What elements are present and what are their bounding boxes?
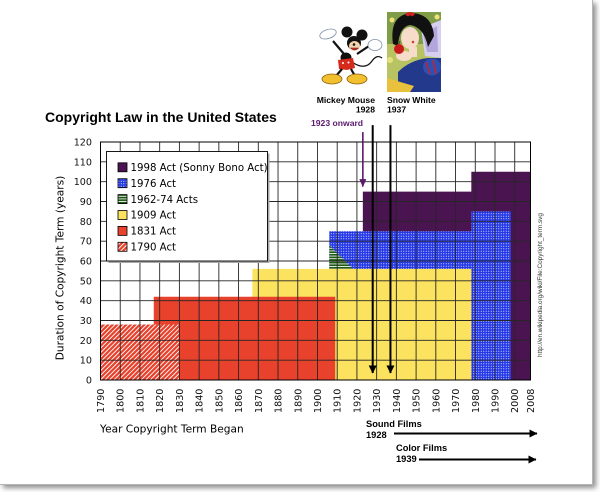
y-axis-ticks: 0 10 20 30 40 50 60 70 80 90 100 110 120 bbox=[74, 138, 92, 387]
x-axis-ticks: 1790 1800 1810 1820 1830 1840 1850 1860 1870 1880… bbox=[96, 389, 537, 413]
chart-title: Copyright Law in the United States bbox=[45, 109, 277, 125]
legend-label: 1790 Act bbox=[131, 243, 177, 254]
annotation-arrows bbox=[359, 125, 395, 374]
grid-lines bbox=[100, 141, 531, 381]
mickey-mouse-image bbox=[319, 26, 383, 85]
color-films-label: Color Films bbox=[396, 443, 447, 453]
legend-swatch bbox=[117, 241, 128, 252]
color-films-annotation: Color Films 1939 bbox=[396, 443, 537, 464]
legend-label: 1998 Act (Sonny Bono Act) bbox=[131, 163, 268, 174]
legend-swatch bbox=[117, 178, 128, 189]
x-axis-label: Year Copyright Term Began bbox=[99, 424, 244, 436]
legend-item-1998-act: 1998 Act (Sonny Bono Act) bbox=[117, 162, 268, 174]
legend-item-1962-74-acts: 1962-74 Acts bbox=[117, 194, 199, 206]
x-tick-label: 1840 bbox=[195, 389, 206, 413]
y-tick-label: 80 bbox=[80, 217, 92, 228]
x-tick-label: 1830 bbox=[175, 389, 186, 413]
x-tick-label: 1890 bbox=[293, 389, 304, 413]
x-tick-label: 1900 bbox=[313, 389, 324, 413]
y-tick-label: 100 bbox=[74, 177, 92, 188]
legend-box bbox=[106, 151, 268, 262]
y-tick-label: 30 bbox=[80, 316, 92, 327]
x-tick-label: 1800 bbox=[116, 389, 127, 413]
sound-films-label: Sound Films bbox=[366, 419, 422, 429]
legend-item-1909-act: 1909 Act bbox=[117, 210, 177, 222]
area-1831-act bbox=[153, 296, 336, 380]
legend-item-1831-act: 1831 Act bbox=[117, 225, 177, 238]
plot-areas bbox=[100, 171, 531, 380]
sound-films-year: 1928 bbox=[366, 430, 387, 440]
x-tick-label: 1820 bbox=[155, 389, 166, 413]
legend-swatch bbox=[117, 194, 128, 205]
x-tick-label: 1910 bbox=[333, 389, 344, 413]
legend-label: 1831 Act bbox=[131, 227, 177, 238]
x-tick-label: 2000 bbox=[510, 389, 521, 413]
legend-label: 1976 Act bbox=[131, 179, 177, 190]
snow-white-year: 1937 bbox=[387, 105, 406, 115]
y-tick-label: 10 bbox=[80, 356, 92, 367]
source-url: http://en.wikipedia.org/wiki/File:Copyri… bbox=[537, 213, 544, 357]
x-tick-label: 1860 bbox=[234, 389, 245, 413]
y-tick-label: 0 bbox=[86, 376, 92, 387]
x-tick-label: 1810 bbox=[135, 389, 146, 413]
x-tick-label: 1870 bbox=[254, 389, 265, 413]
legend: 1998 Act (Sonny Bono Act) 1976 Act 1962-74… bbox=[106, 151, 270, 263]
y-tick-label: 60 bbox=[80, 257, 92, 268]
x-tick-label: 1880 bbox=[274, 389, 285, 413]
snow-white-label: Snow White bbox=[387, 95, 436, 105]
x-tick-label: 1980 bbox=[471, 389, 482, 413]
y-axis-label: Duration of Copyright Term (years) bbox=[55, 176, 67, 361]
x-tick-label: 1970 bbox=[451, 389, 462, 413]
y-tick-label: 40 bbox=[80, 296, 92, 307]
legend-label: 1962-74 Acts bbox=[131, 195, 199, 206]
mickey-mouse-label: Mickey Mouse bbox=[317, 95, 375, 105]
x-tick-label: 1790 bbox=[96, 389, 107, 413]
x-tick-label: 1960 bbox=[431, 389, 442, 413]
mickey-mouse-year: 1928 bbox=[356, 105, 375, 115]
plot-border bbox=[100, 141, 531, 381]
x-tick-label: 2008 bbox=[526, 389, 537, 413]
y-tick-label: 20 bbox=[80, 336, 92, 347]
x-tick-label: 1950 bbox=[412, 389, 423, 413]
legend-swatch bbox=[117, 210, 128, 220]
snow-white-image bbox=[387, 12, 441, 92]
x-tick-label: 1940 bbox=[392, 389, 403, 413]
legend-item-1790-act: 1790 Act bbox=[117, 241, 177, 254]
y-tick-label: 50 bbox=[80, 276, 92, 287]
legend-swatch bbox=[117, 162, 128, 173]
y-tick-label: 90 bbox=[80, 197, 92, 208]
y-tick-label: 120 bbox=[74, 138, 92, 149]
legend-item-1976-act: 1976 Act bbox=[117, 178, 177, 190]
y-tick-label: 110 bbox=[74, 157, 92, 168]
x-tick-label: 1930 bbox=[372, 389, 383, 413]
x-tick-label: 1850 bbox=[214, 389, 225, 413]
x-tick-label: 1920 bbox=[352, 389, 363, 413]
area-1962-74-acts bbox=[329, 245, 353, 269]
legend-swatch bbox=[117, 225, 128, 236]
sound-films-annotation: Sound Films 1928 bbox=[366, 419, 538, 440]
callout-1923-onward: 1923 onward bbox=[311, 118, 363, 128]
color-films-year: 1939 bbox=[396, 454, 417, 464]
y-tick-label: 70 bbox=[80, 237, 92, 248]
x-tick-label: 1990 bbox=[491, 389, 502, 413]
legend-label: 1909 Act bbox=[131, 211, 177, 222]
